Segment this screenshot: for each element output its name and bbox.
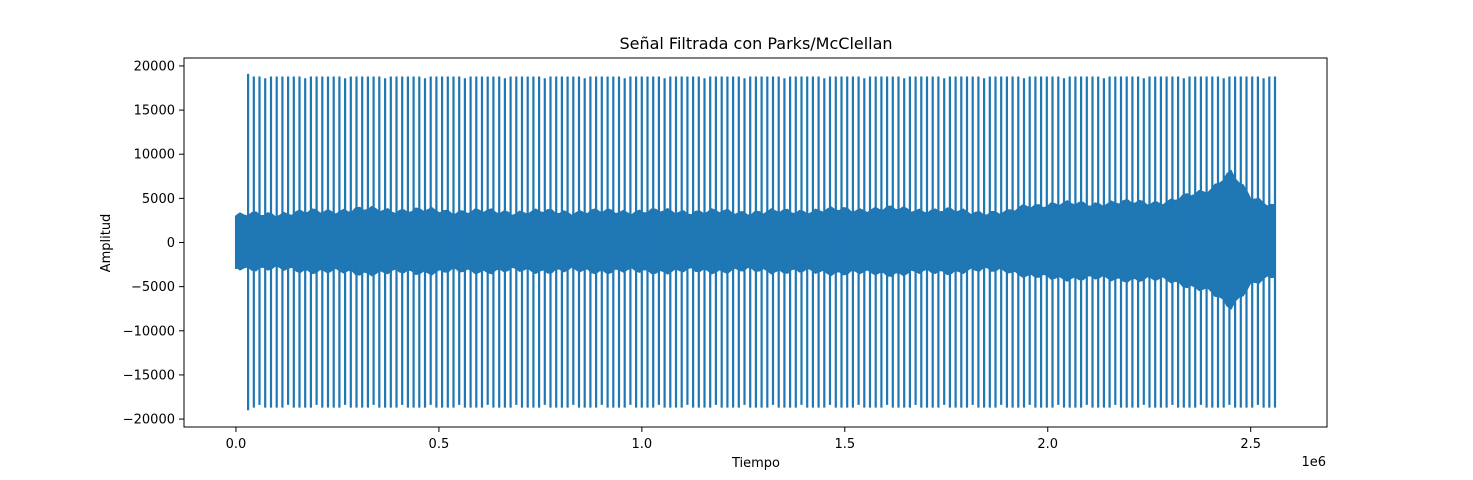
y-axis: 20000 15000 10000 5000 0 −5000 −10000 −15000 −20… (123, 59, 184, 428)
y-tick-label: 20000 (134, 59, 175, 74)
x-tick-label: 2.5 (1240, 437, 1261, 452)
x-tick-label: 1.5 (834, 437, 855, 452)
chart-title: Señal Filtrada con Parks/McClellan (619, 34, 892, 53)
x-tick-label: 0.0 (226, 437, 247, 452)
x-tick-label: 2.0 (1037, 437, 1058, 452)
series-layer (234, 73, 1277, 411)
y-tick-label: 10000 (134, 148, 175, 163)
y-tick-label: 5000 (142, 192, 175, 207)
y-tick-label: −20000 (123, 413, 175, 428)
x-tick-label: 1.0 (632, 437, 653, 452)
y-tick-label: −15000 (123, 368, 175, 383)
signal-spikes (247, 73, 1277, 411)
plot-area (183, 57, 1328, 428)
x-axis-offset-label: 1e6 (1301, 455, 1326, 470)
x-tick-label: 0.5 (429, 437, 450, 452)
y-tick-label: 15000 (134, 104, 175, 119)
x-axis-label: Tiempo (731, 456, 780, 471)
x-axis: 0.0 0.5 1.0 1.5 2.0 2.5 (226, 427, 1261, 452)
y-axis-label: Amplitud (99, 214, 114, 273)
y-tick-label: −5000 (131, 280, 175, 295)
y-tick-label: 0 (167, 236, 175, 251)
y-tick-label: −10000 (123, 324, 175, 339)
